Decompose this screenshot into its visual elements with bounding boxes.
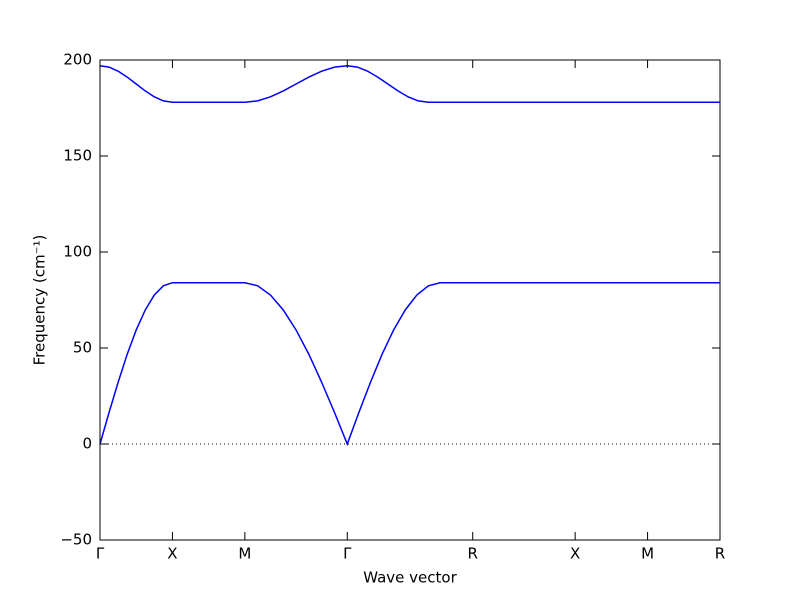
x-tick-label: Γ [96,545,105,563]
y-axis-label: Frequency (cm⁻¹) [31,235,49,366]
x-tick-label: M [238,545,251,563]
plot-frame [99,59,721,541]
y-tick-label: 150 [63,147,92,165]
y-tick-label: −50 [60,531,92,549]
band-line [99,281,720,447]
y-tick-label: 0 [82,435,92,453]
x-tick-label: M [641,545,654,563]
y-tick-label: 100 [63,243,92,261]
x-tick-label: R [715,545,725,563]
band-line [99,65,720,103]
x-tick-label: R [468,545,478,563]
x-tick-label: Γ [343,545,352,563]
y-tick-label: 200 [63,51,92,69]
x-axis-label: Wave vector [363,569,457,587]
x-tick-label: X [570,545,580,563]
y-tick-label: 50 [73,339,92,357]
x-tick-label: X [167,545,177,563]
